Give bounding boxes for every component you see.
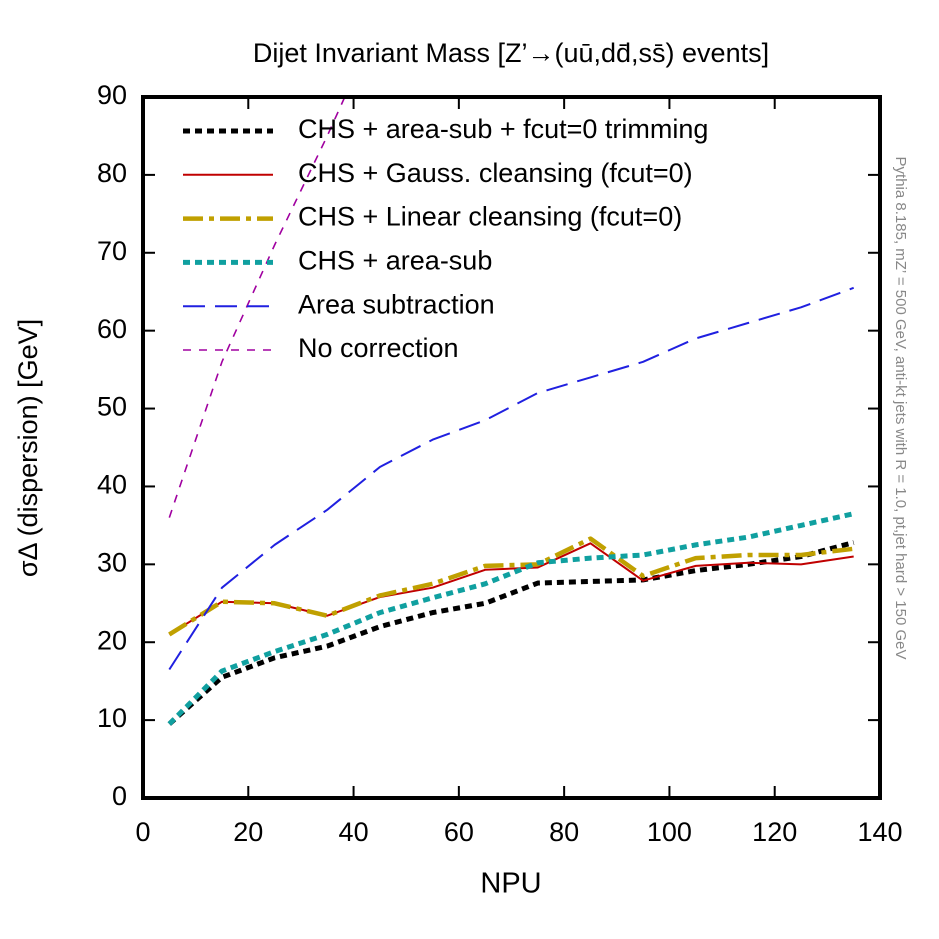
series-line: [168, 536, 854, 637]
legend-label: CHS + area-sub: [298, 246, 492, 276]
legend-label: No correction: [298, 333, 459, 363]
plot-area: [167, 97, 855, 726]
series-line: [167, 540, 855, 726]
y-tick-label: 90: [97, 80, 127, 110]
chart-title: Dijet Invariant Mass [Z’→(uū,dd̄,ss̄) ev…: [253, 38, 769, 68]
legend-label: CHS + Gauss. cleansing (fcut=0): [298, 158, 693, 188]
x-tick-label: 120: [752, 817, 797, 847]
x-tick-label: 0: [135, 817, 150, 847]
y-tick-label: 0: [112, 781, 127, 811]
series-line: [167, 511, 855, 726]
y-tick-label: 80: [97, 158, 127, 188]
legend-label: Area subtraction: [298, 289, 495, 319]
x-tick-label: 100: [647, 817, 692, 847]
x-axis-label: NPU: [480, 868, 541, 900]
y-tick-label: 40: [97, 470, 127, 500]
y-tick-label: 10: [97, 703, 127, 733]
y-tick-label: 60: [97, 314, 127, 344]
y-tick-label: 50: [97, 392, 127, 422]
y-tick-label: 70: [97, 236, 127, 266]
y-tick-label: 30: [97, 547, 127, 577]
legend-label: CHS + area-sub + fcut=0 trimming: [298, 114, 708, 144]
series-line: [168, 286, 855, 671]
y-tick-label: 20: [97, 625, 127, 655]
x-tick-label: 40: [339, 817, 369, 847]
y-axis-label: σΔ (dispersion) [GeV]: [13, 319, 43, 577]
legend-label: CHS + Linear cleansing (fcut=0): [298, 202, 682, 232]
x-tick-label: 20: [233, 817, 263, 847]
series-line: [168, 97, 346, 518]
x-tick-label: 60: [444, 817, 474, 847]
plot-frame: [141, 95, 882, 800]
annotation: Pythia 8.185, mZ’ = 500 GeV, anti-kt jet…: [892, 157, 909, 660]
x-tick-label: 80: [549, 817, 579, 847]
x-tick-label: 140: [857, 817, 902, 847]
